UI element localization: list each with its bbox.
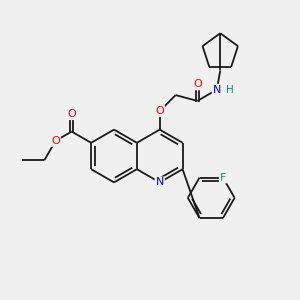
Text: N: N bbox=[213, 85, 221, 95]
Text: O: O bbox=[67, 109, 76, 119]
Text: F: F bbox=[220, 172, 226, 183]
Text: O: O bbox=[51, 136, 60, 146]
Text: H: H bbox=[226, 85, 233, 95]
Text: O: O bbox=[193, 80, 202, 89]
Text: O: O bbox=[155, 106, 164, 116]
Text: N: N bbox=[155, 177, 164, 188]
